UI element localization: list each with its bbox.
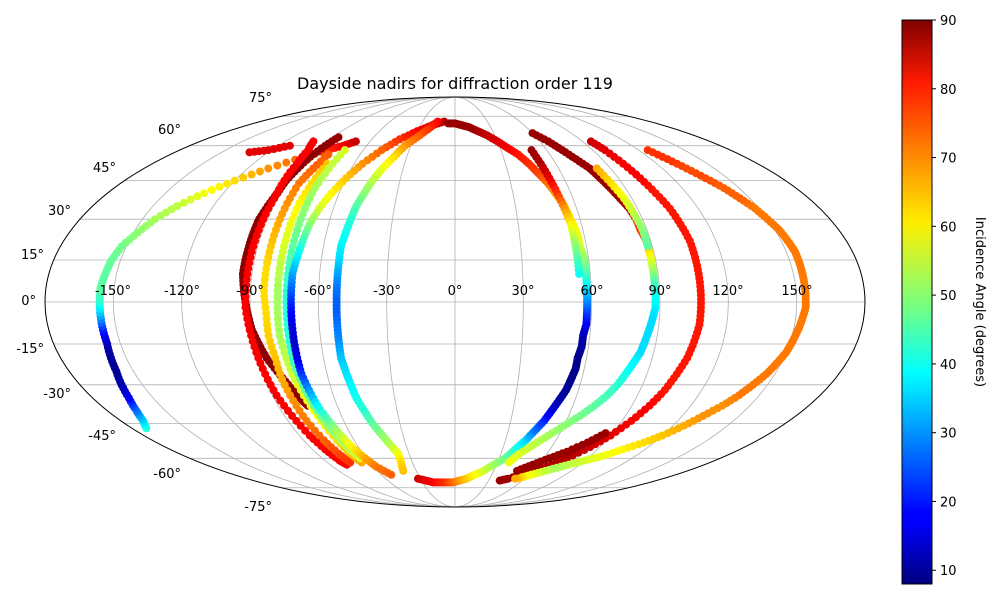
x-tick-label: -150° xyxy=(95,284,131,299)
nadir-point xyxy=(245,148,254,157)
y-tick-labels: -75° -60° -45° -30° -15° 0° 15° 30° 45° … xyxy=(16,91,272,515)
nadir-point xyxy=(173,202,182,210)
y-tick-label: 15° xyxy=(21,248,44,263)
nadir-point xyxy=(186,195,195,204)
nadir-track xyxy=(241,137,351,469)
x-tick-labels: -150° -120° -90° -60° -30° 0° 30° 60° 90… xyxy=(95,284,813,299)
nadir-point xyxy=(387,470,396,479)
nadir-point xyxy=(575,270,584,278)
y-tick-label: 75° xyxy=(249,91,272,106)
y-tick-label: 45° xyxy=(93,161,116,176)
nadir-point xyxy=(504,458,513,467)
x-tick-label: 120° xyxy=(712,284,743,299)
nadir-track xyxy=(592,164,652,251)
nadir-track xyxy=(511,146,810,483)
nadir-track xyxy=(287,117,449,479)
y-tick-label: 0° xyxy=(21,294,36,309)
nadir-point xyxy=(351,137,360,146)
nadir-point xyxy=(223,179,232,188)
colorbar-gradient xyxy=(902,20,932,584)
nadir-point xyxy=(264,164,273,173)
nadir-point xyxy=(346,458,355,467)
map-boundary xyxy=(44,96,866,508)
y-tick-label: -60° xyxy=(153,467,181,482)
nadir-track xyxy=(332,117,442,475)
nadir-point xyxy=(282,158,291,167)
colorbar-tick-label: 50 xyxy=(940,289,957,304)
nadir-point xyxy=(643,242,652,251)
colorbar-tick-label: 90 xyxy=(940,14,957,29)
colorbar-tick-label: 60 xyxy=(940,220,957,235)
y-tick-label: -30° xyxy=(43,387,71,402)
nadir-point xyxy=(273,303,282,312)
y-tick-label: -15° xyxy=(16,342,44,357)
nadir-point xyxy=(444,119,453,128)
nadir-point xyxy=(273,286,282,295)
x-tick-label: 60° xyxy=(580,284,603,299)
x-tick-label: -60° xyxy=(304,284,332,299)
nadir-point xyxy=(200,189,209,198)
nadir-point xyxy=(273,161,282,170)
y-tick-label: 60° xyxy=(158,123,181,138)
nadir-point xyxy=(193,192,202,201)
x-tick-label: 0° xyxy=(448,284,463,299)
x-tick-label: -120° xyxy=(164,284,200,299)
nadir-track xyxy=(527,146,584,278)
nadir-point xyxy=(179,198,188,207)
data-points xyxy=(95,117,810,487)
nadir-point xyxy=(241,298,250,306)
x-tick-label: 90° xyxy=(648,284,671,299)
nadir-track xyxy=(260,150,355,467)
chart-title: Dayside nadirs for diffraction order 119 xyxy=(297,74,613,93)
nadir-point xyxy=(601,429,610,438)
x-tick-label: 30° xyxy=(511,284,534,299)
nadir-point xyxy=(273,292,282,301)
nadir-point xyxy=(511,474,520,483)
colorbar-ticks: 10 20 30 40 50 60 70 80 90 xyxy=(932,14,957,579)
nadir-point xyxy=(495,476,504,485)
nadir-point xyxy=(239,173,248,182)
nadir-point xyxy=(399,466,408,475)
y-tick-label: 30° xyxy=(48,204,71,219)
x-tick-label: -90° xyxy=(236,284,264,299)
nadir-track xyxy=(95,137,360,433)
colorbar-tick-label: 10 xyxy=(940,564,957,579)
nadir-point xyxy=(207,186,216,194)
y-tick-label: -45° xyxy=(88,429,116,444)
colorbar-frame xyxy=(901,19,933,585)
colorbar-tick-label: 70 xyxy=(940,152,957,167)
nadir-point xyxy=(256,167,264,176)
x-tick-label: -30° xyxy=(373,284,401,299)
nadir-point xyxy=(215,182,224,191)
nadir-point xyxy=(273,298,282,306)
colorbar-label: Incidence Angle (degrees) xyxy=(972,217,987,387)
colorbar-tick-label: 40 xyxy=(940,358,957,373)
y-tick-label: -75° xyxy=(244,500,272,515)
nadir-track xyxy=(245,141,294,157)
nadir-point xyxy=(230,176,239,185)
colorbar-tick-label: 30 xyxy=(940,427,957,442)
colorbar-tick-label: 80 xyxy=(940,83,957,98)
nadir-point xyxy=(247,170,256,179)
colorbar-tick-label: 20 xyxy=(940,495,957,510)
colorbar: 10 20 30 40 50 60 70 80 90 Incidence Angle (degr… xyxy=(901,14,987,585)
x-tick-label: 150° xyxy=(781,284,812,299)
nadir-track xyxy=(513,429,610,475)
nadir-point xyxy=(241,292,250,301)
